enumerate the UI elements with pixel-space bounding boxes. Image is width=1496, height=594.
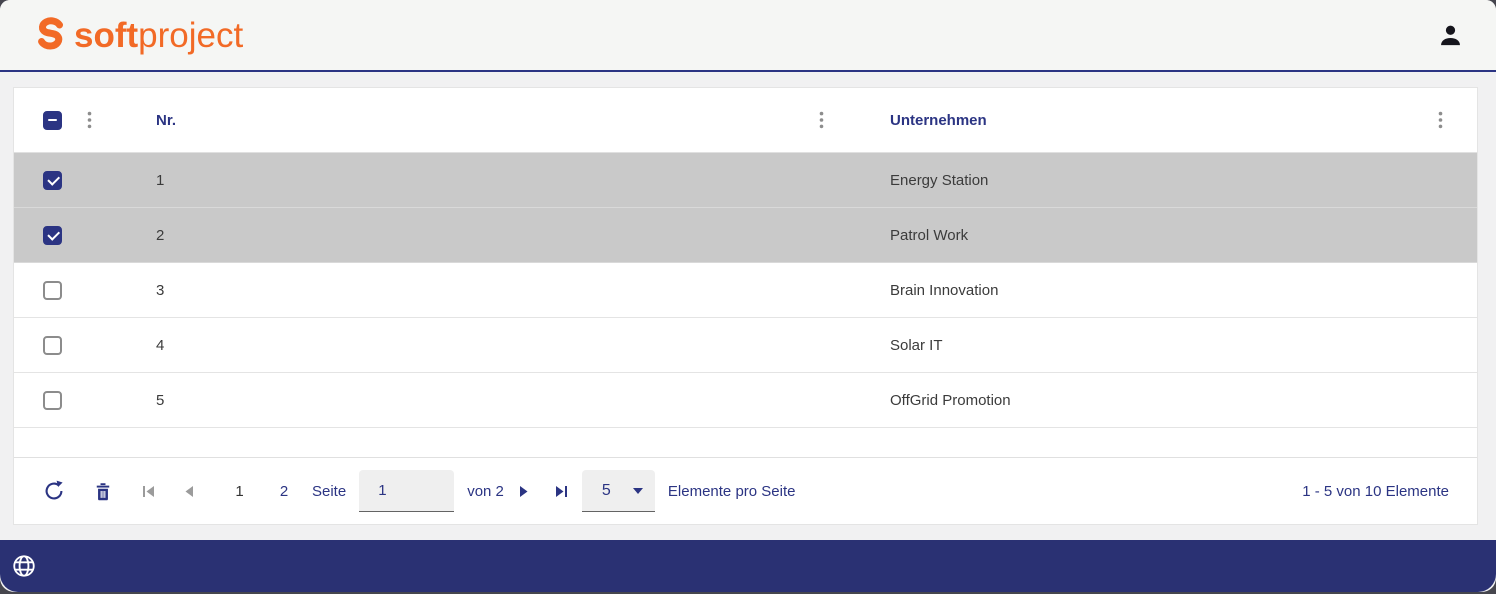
header-select-cell [14,109,127,131]
row-select-cell [14,280,127,300]
table-row[interactable]: 2 Patrol Work [14,208,1477,263]
dropdown-arrow-icon [632,487,643,494]
next-page-button[interactable] [519,485,529,498]
table-row[interactable]: 3 Brain Innovation [14,263,1477,318]
refresh-icon [45,480,63,500]
trash-icon [96,482,110,500]
logo-text: softproject [74,18,243,53]
first-page-button[interactable] [142,485,156,498]
cell-unternehmen: Patrol Work [890,226,969,244]
person-icon [1437,22,1464,49]
language-button[interactable] [11,553,37,579]
table-row[interactable]: 4 Solar IT [14,318,1477,373]
row-select-cell [14,335,127,355]
table-row[interactable]: 1 Energy Station [14,153,1477,208]
logo-text-project: project [138,15,244,55]
data-grid: Nr. Unternehmen 1 Energy Station [13,87,1478,525]
grid-header-row: Nr. Unternehmen [14,88,1477,153]
page-size-value: 5 [601,481,611,499]
row-select-cell [14,225,127,245]
page-size-select[interactable]: 5 [581,470,655,512]
cell-nr: 2 [156,226,165,244]
cell-unternehmen: Energy Station [890,171,989,189]
cell-nr: 1 [156,171,165,189]
table-row[interactable]: 5 OffGrid Promotion [14,373,1477,428]
refresh-button[interactable] [42,479,66,503]
first-page-icon [143,485,154,497]
vertical-dots-icon [87,111,92,129]
select-all-checkbox[interactable] [43,110,62,130]
cell-unternehmen: Solar IT [890,336,943,354]
previous-page-button[interactable] [184,485,194,498]
header-cell-unternehmen: Unternehmen [856,109,1477,131]
column-title-nr[interactable]: Nr. [156,111,177,129]
globe-icon [13,555,35,577]
row-checkbox[interactable] [43,280,62,300]
softproject-logo: softproject [28,14,243,56]
row-checkbox[interactable] [43,170,62,190]
grid-empty-space [14,428,1477,457]
vertical-dots-icon [819,111,824,129]
page-button-2[interactable]: 2 [270,471,298,512]
total-pages-label: von 2 [467,482,504,500]
cell-nr: 5 [156,391,165,409]
page-number-input[interactable] [359,470,455,512]
cell-nr: 4 [156,336,165,354]
s-swirl-icon [28,14,70,56]
column-title-unternehmen[interactable]: Unternehmen [890,111,987,129]
nr-column-menu-button[interactable] [817,109,826,131]
page-range-label: 1 - 5 von 10 Elemente [1302,482,1449,500]
user-account-button[interactable] [1433,18,1468,53]
row-checkbox[interactable] [43,390,62,410]
vertical-dots-icon [1438,111,1443,129]
seite-label: Seite [312,482,347,500]
cell-unternehmen: OffGrid Promotion [890,391,1011,409]
row-select-cell [14,390,127,410]
logo-text-soft: soft [74,15,139,55]
items-per-page-label: Elemente pro Seite [667,482,796,500]
row-checkbox[interactable] [43,225,62,245]
delete-selected-button[interactable] [92,480,114,503]
bottom-bar [0,540,1496,592]
select-column-menu-button[interactable] [85,109,94,131]
last-page-icon [555,485,567,497]
cell-unternehmen: Brain Innovation [890,281,999,299]
unternehmen-column-menu-button[interactable] [1436,109,1445,131]
last-page-button[interactable] [554,485,568,498]
cell-nr: 3 [156,281,165,299]
grid-pager: 1 2 Seite von 2 5 [14,457,1477,524]
row-select-cell [14,170,127,190]
main-content: Nr. Unternehmen 1 Energy Station [0,72,1496,540]
previous-page-icon [185,485,193,497]
row-checkbox[interactable] [43,335,62,355]
header-cell-nr: Nr. [127,109,856,131]
app-header: softproject [0,0,1496,72]
page-button-1-current[interactable]: 1 [219,471,260,512]
next-page-icon [519,485,528,497]
